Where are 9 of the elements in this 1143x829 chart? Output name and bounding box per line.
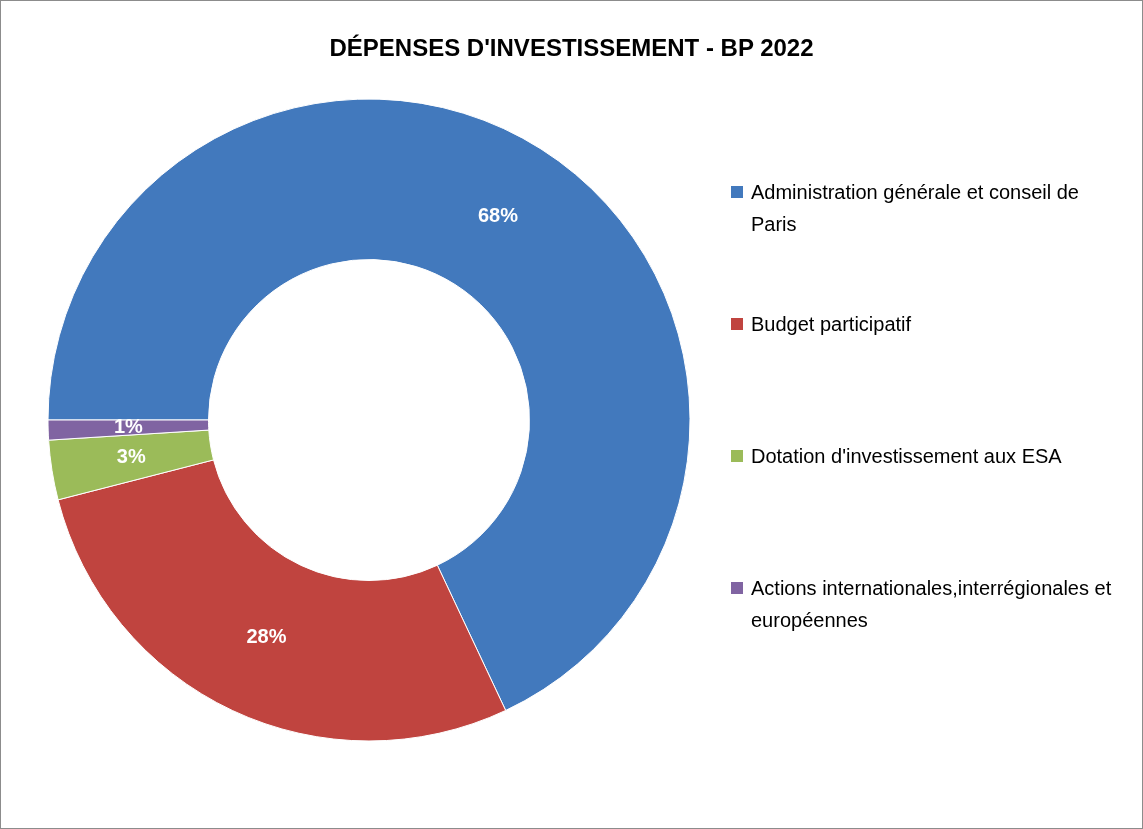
data-label: 3% [116, 445, 146, 468]
chart-title: DÉPENSES D'INVESTISSEMENT - BP 2022 [328, 34, 815, 62]
data-label: 28% [246, 625, 287, 648]
data-label: 1% [113, 415, 144, 438]
legend-label: Actions internationales,interrégionales et européennes [751, 576, 1113, 633]
legend-label: Administration générale et conseil de Paris [751, 180, 1080, 237]
data-label: 68% [477, 204, 519, 227]
legend-label: Budget participatif [751, 312, 912, 337]
legend-label: Dotation d'investissement aux ESA [751, 444, 1062, 469]
